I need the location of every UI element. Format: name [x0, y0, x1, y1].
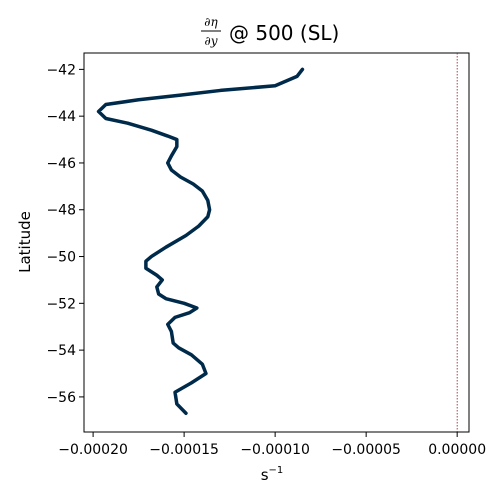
y-tick-label: −54: [46, 343, 76, 359]
chart-title: ∂η ∂y @ 500 (SL): [201, 15, 339, 48]
x-axis-label-base: s: [261, 466, 269, 484]
y-tick-label: −44: [46, 109, 76, 125]
x-axis-label-exponent: −1: [269, 465, 284, 476]
x-axis-label: s−1: [261, 465, 284, 484]
title-fraction-denominator: ∂y: [205, 34, 218, 48]
y-tick-label: −50: [46, 250, 76, 266]
x-tick-label: −0.00020: [58, 442, 128, 458]
y-tick-label: −42: [46, 62, 76, 78]
y-tick-label: −46: [46, 156, 76, 172]
title-fraction-numerator: ∂η: [204, 15, 218, 29]
y-tick-label: −52: [46, 296, 76, 312]
x-tick-label: −0.00010: [240, 442, 310, 458]
y-axis-label: Latitude: [16, 211, 34, 273]
y-axis-ticks: −42 −44 −46 −48 −50 −52 −54 −56: [46, 62, 84, 406]
x-tick-label: −0.00015: [149, 442, 219, 458]
y-tick-label: −48: [46, 203, 76, 219]
x-axis-ticks: −0.00020 −0.00015 −0.00010 −0.00005 0.00000: [58, 432, 486, 458]
x-tick-label: 0.00000: [428, 442, 486, 458]
y-tick-label: −56: [46, 390, 76, 406]
title-text: @ 500 (SL): [229, 21, 339, 45]
x-tick-label: −0.00005: [331, 442, 401, 458]
plot-frame: [83, 52, 470, 433]
series-line: [96, 67, 305, 416]
